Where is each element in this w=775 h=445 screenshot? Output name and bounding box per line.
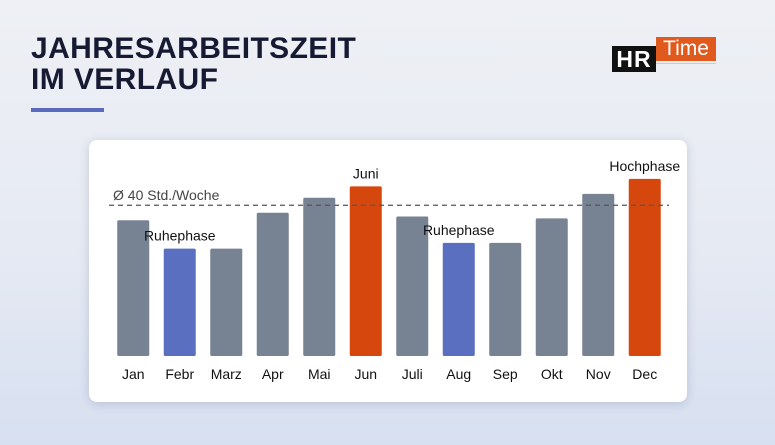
x-tick-dec: Dec	[632, 366, 657, 382]
x-tick-jun: Jun	[354, 366, 377, 382]
x-tick-aug: Aug	[446, 366, 471, 382]
bar-marz	[210, 248, 243, 356]
x-tick-juli: Juli	[402, 366, 423, 382]
bar-febr	[163, 248, 196, 356]
x-tick-marz: Marz	[211, 366, 242, 382]
reference-line-label: Ø 40 Std./Woche	[113, 187, 220, 203]
bar-aug	[442, 242, 475, 356]
bar-apr	[256, 212, 289, 356]
x-tick-okt: Okt	[541, 366, 563, 382]
page-title: JAHRESARBEITSZEIT IM VERLAUF	[31, 33, 356, 95]
x-tick-mai: Mai	[308, 366, 331, 382]
title-line-2: IM VERLAUF	[31, 63, 219, 96]
bar-chart: Jan Febr Marz Apr Mai Jun Juli Aug Sep Okt Nov Dec Ø…	[109, 158, 680, 382]
x-tick-jan: Jan	[122, 366, 145, 382]
logo-hr-mark: HR	[612, 46, 656, 72]
bar-nov	[582, 193, 615, 356]
annotation-aug: Ruhephase	[423, 222, 495, 238]
logo-time-mark: Time	[656, 37, 716, 61]
annotation-febr: Ruhephase	[144, 228, 216, 244]
annotation-dec: Hochphase	[609, 158, 680, 174]
bar-jun	[349, 186, 382, 356]
x-tick-nov: Nov	[586, 366, 611, 382]
bar-dec	[628, 178, 661, 356]
annotation-jun: Juni	[353, 165, 379, 181]
title-underline	[31, 108, 104, 112]
bar-sep	[489, 242, 522, 356]
title-line-1: JAHRESARBEITSZEIT	[31, 32, 357, 65]
bar-jan	[117, 220, 150, 356]
bar-mai	[303, 197, 336, 356]
x-tick-febr: Febr	[165, 366, 194, 382]
bar-okt	[535, 218, 568, 356]
x-tick-sep: Sep	[493, 366, 518, 382]
chart-card: Jan Febr Marz Apr Mai Jun Juli Aug Sep Okt Nov Dec Ø…	[89, 140, 687, 402]
bar-juli	[396, 216, 429, 356]
x-tick-apr: Apr	[262, 366, 284, 382]
logo-underline	[656, 63, 716, 69]
hr-time-logo: HR Time	[612, 37, 742, 73]
